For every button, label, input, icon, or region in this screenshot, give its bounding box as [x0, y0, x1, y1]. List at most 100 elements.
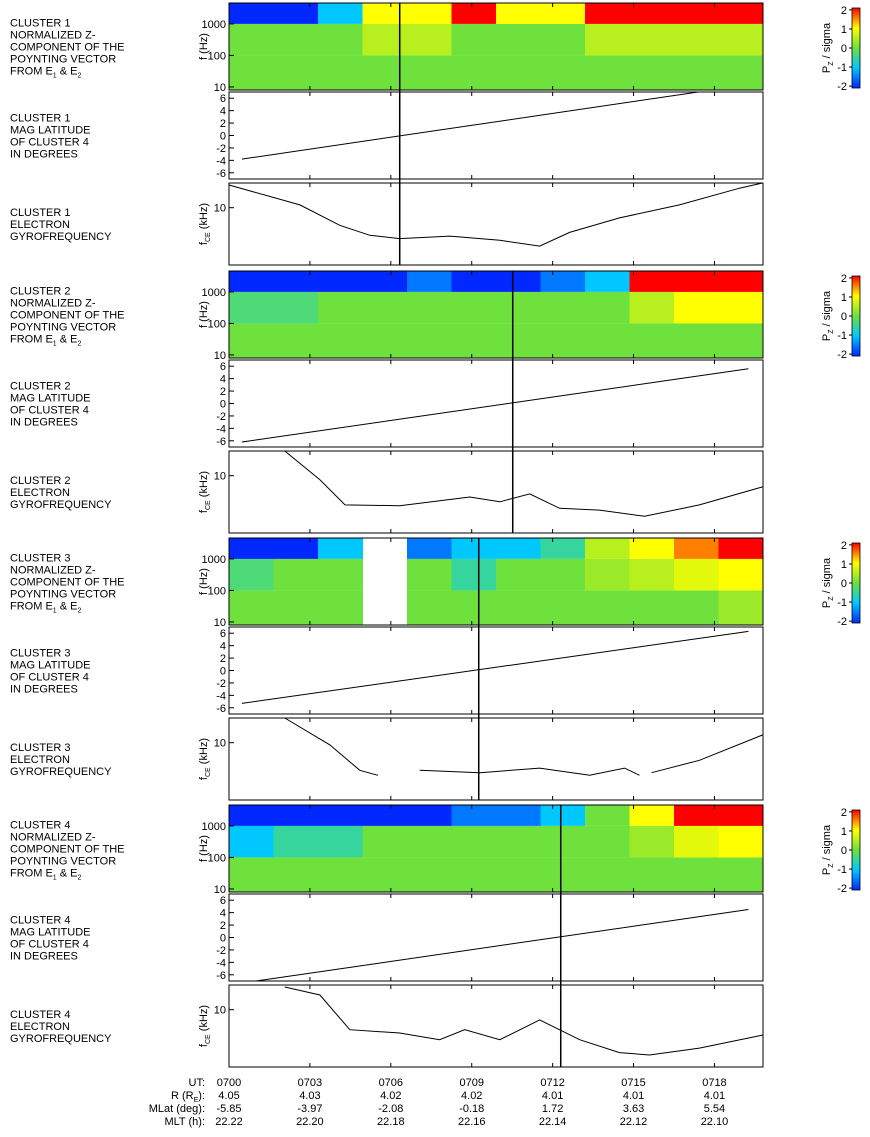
- panel-label: CLUSTER 4: [10, 915, 71, 927]
- panel-label: CLUSTER 3: [10, 553, 71, 565]
- y-tick-label: 1000: [202, 821, 226, 833]
- panel-label: CLUSTER 2: [10, 286, 71, 298]
- y-tick-label: -2: [216, 411, 226, 423]
- ephemeris-value: 22.18: [377, 1116, 405, 1128]
- spectrogram-cell: [318, 857, 363, 892]
- text-part: / sigma: [821, 824, 833, 863]
- text-part: CLUSTER 4: [10, 1009, 71, 1021]
- data-line: [228, 182, 763, 247]
- subscript: Z: [828, 863, 835, 868]
- y-tick-label: 10: [214, 884, 226, 896]
- x-tick-label: 0712: [540, 1077, 564, 1089]
- colorbar-tick-label: 0: [841, 845, 847, 857]
- text-part: (kHz): [198, 203, 210, 232]
- spectrogram-cell: [585, 23, 630, 56]
- y-tick-label: 10: [214, 82, 226, 94]
- panel-label: COMPONENT OF THE: [10, 310, 125, 322]
- spectrogram-cell: [540, 857, 586, 892]
- panel-label: IN DEGREES: [10, 684, 78, 696]
- spectrogram-cell: [585, 3, 630, 24]
- spectrogram-cell: [718, 590, 764, 625]
- y-tick-label: 10: [214, 1005, 226, 1017]
- text-part: CLUSTER 3: [10, 742, 71, 754]
- y-tick-label: -6: [216, 436, 226, 448]
- y-tick-label: 10: [214, 203, 226, 215]
- panel-label: COMPONENT OF THE: [10, 844, 125, 856]
- spectrogram-cell: [540, 55, 586, 90]
- spectrogram-cell: [718, 825, 764, 858]
- spectrogram-cell: [229, 271, 274, 292]
- text-part: P: [821, 66, 833, 73]
- spectrogram-cell: [540, 3, 586, 24]
- text-part: (kHz): [198, 471, 210, 500]
- colorbar-tick-label: 1: [841, 24, 847, 36]
- panel-label: POYNTING VECTOR: [10, 856, 116, 868]
- spectrogram-cell: [540, 825, 586, 858]
- panel-label: NORMALIZED Z-: [10, 30, 96, 42]
- spectrogram-cell: [496, 590, 541, 625]
- colorbar-tick-label: 1: [841, 559, 847, 571]
- text-part: FROM E: [10, 601, 53, 613]
- spectrogram-cell: [496, 805, 541, 826]
- panel-label: NORMALIZED Z-: [10, 565, 96, 577]
- panel-label: CLUSTER 1: [10, 207, 71, 219]
- text-part: f: [198, 509, 210, 513]
- spectrogram-cell: [629, 805, 675, 826]
- y-tick-label: -2: [216, 143, 226, 155]
- text-part: / sigma: [821, 557, 833, 596]
- ephemeris-value: -2.08: [378, 1103, 403, 1115]
- spectrogram-cell: [451, 291, 497, 324]
- spectrogram-cell: [407, 538, 452, 559]
- y-tick-label: -6: [216, 703, 226, 715]
- y-tick-label: 10: [214, 738, 226, 750]
- panel-label: CLUSTER 1: [10, 18, 71, 30]
- ut-label: UT:: [189, 1077, 206, 1089]
- spectrogram-cell: [629, 590, 675, 625]
- subscript: 2: [77, 608, 81, 615]
- spectrogram-cell: [229, 23, 274, 56]
- y-tick-label: -2: [216, 945, 226, 957]
- spectrogram-cell: [451, 857, 497, 892]
- spectrogram-cell: [674, 271, 719, 292]
- data-line: [651, 734, 763, 774]
- panel-label: GYROFREQUENCY: [10, 499, 112, 511]
- spectrogram-cell: [674, 323, 719, 358]
- y-tick-label: 10: [214, 471, 226, 483]
- y-tick-label: 2: [220, 920, 226, 932]
- spectrogram-cell: [674, 291, 719, 324]
- panel-frame: [228, 270, 764, 359]
- x-tick-label: 0703: [298, 1077, 322, 1089]
- y-tick-label: 0: [220, 399, 226, 411]
- spectrogram-cell: [540, 805, 586, 826]
- subscript: Z: [828, 329, 835, 334]
- spectrogram-cell: [496, 3, 541, 24]
- spectrogram-cell: [229, 291, 274, 324]
- panel-label: ELECTRON: [10, 219, 70, 231]
- subscript: 1: [53, 73, 57, 80]
- text-part: ELECTRON: [10, 487, 70, 499]
- y-tick-label: 100: [208, 585, 226, 597]
- subscript: 1: [53, 341, 57, 348]
- spectrogram-cell: [718, 857, 764, 892]
- spectrogram-cell: [318, 271, 363, 292]
- ephemeris-value: 4.01: [623, 1090, 644, 1102]
- spectrogram-cell: [407, 857, 452, 892]
- spectrogram-cell: [229, 590, 274, 625]
- ephemeris-value: -5.85: [216, 1103, 241, 1115]
- panel-label: MAG LATITUDE: [10, 393, 90, 405]
- data-line: [241, 368, 749, 443]
- ephemeris-label: MLT (h):: [164, 1116, 205, 1128]
- text-part: MLT (h):: [164, 1116, 205, 1128]
- spectrogram-cell: [451, 23, 497, 56]
- text-part: f (Hz): [198, 33, 210, 60]
- data-line: [284, 717, 379, 776]
- y-axis-label: fCE (kHz): [198, 203, 212, 245]
- panel-label: IN DEGREES: [10, 417, 78, 429]
- text-part: f (Hz): [198, 301, 210, 328]
- panel-label: CLUSTER 1: [10, 113, 71, 125]
- text-part: & E: [57, 601, 78, 613]
- text-part: MLat (deg):: [149, 1103, 205, 1115]
- panel-label: CLUSTER 3: [10, 742, 71, 754]
- y-tick-label: 100: [208, 50, 226, 62]
- colorbar-tick-label: -1: [837, 330, 847, 342]
